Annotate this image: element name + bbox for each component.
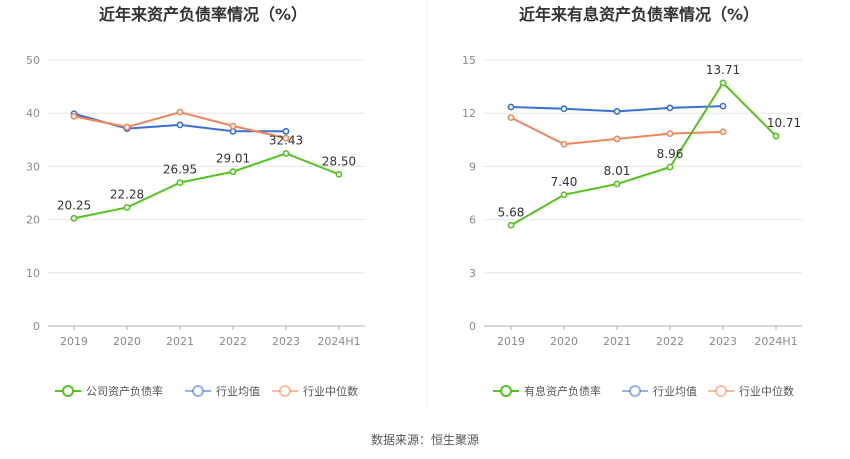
- series-point-2[interactable]: [560, 140, 568, 148]
- x-tick-label: 2023: [709, 335, 737, 348]
- y-tick-label: 3: [469, 267, 476, 280]
- legend-label[interactable]: 公司资产负债率: [86, 384, 163, 398]
- series-point-0[interactable]: [560, 191, 568, 199]
- legend-swatch-marker: [279, 385, 291, 397]
- chart-panel-interest-bearing-debt-ratio: 近年来有息资产负债率情况（%） 0 3 6 9 12 15 2019 2020 2021 2022 2…: [462, 5, 802, 398]
- x-tick-label: 2024H1: [754, 335, 797, 348]
- data-label: 8.01: [604, 164, 631, 178]
- y-tick-label: 50: [26, 54, 40, 67]
- x-tick-label: 2020: [113, 335, 141, 348]
- x-tick-label: 2021: [603, 335, 631, 348]
- series-point-2[interactable]: [666, 130, 674, 137]
- legend-label[interactable]: 行业均值: [653, 385, 697, 398]
- data-label: 5.68: [498, 205, 525, 219]
- data-label: 10.71: [767, 116, 801, 130]
- series-point-2[interactable]: [507, 114, 515, 122]
- series-point-0[interactable]: [176, 179, 184, 187]
- data-label: 28.50: [322, 154, 356, 168]
- legend-swatch-marker: [715, 385, 727, 397]
- series-point-0[interactable]: [772, 132, 780, 140]
- series-point-2[interactable]: [229, 122, 237, 130]
- y-tick-label: 0: [469, 320, 476, 333]
- series-point-1[interactable]: [229, 127, 237, 135]
- series-point-0[interactable]: [666, 163, 674, 171]
- data-label: 8.96: [657, 147, 684, 161]
- chart-title: 近年来有息资产负债率情况（%）: [519, 5, 759, 24]
- y-tick-label: 30: [26, 160, 40, 173]
- series-point-1[interactable]: [666, 104, 674, 112]
- series-point-0[interactable]: [70, 214, 78, 222]
- data-label: 29.01: [216, 152, 250, 166]
- x-tick-label: 2021: [166, 335, 194, 348]
- y-tick-label: 12: [462, 107, 476, 120]
- series-point-0[interactable]: [507, 221, 515, 229]
- legend-label[interactable]: 行业中位数: [739, 384, 794, 398]
- series-point-1[interactable]: [176, 121, 184, 129]
- series-line-0: [73, 152, 340, 220]
- data-label: 7.40: [551, 175, 578, 189]
- series-point-0[interactable]: [613, 180, 621, 188]
- series-point-2[interactable]: [70, 112, 78, 120]
- legend-swatch-marker: [629, 385, 641, 397]
- y-tick-label: 20: [26, 214, 40, 227]
- chart-panel-debt-ratio: 近年来资产负债率情况（%） 0 10 20 30 40 50 2019 2020 2021 2022…: [26, 5, 365, 398]
- x-tick-label: 2023: [272, 335, 300, 348]
- chart-title: 近年来资产负债率情况（%）: [99, 5, 307, 24]
- series-point-0[interactable]: [123, 204, 131, 211]
- series-point-2[interactable]: [719, 128, 727, 136]
- y-tick-label: 6: [469, 214, 476, 227]
- legend-label[interactable]: 有息资产负债率: [524, 384, 601, 398]
- series-point-1[interactable]: [560, 105, 568, 113]
- legend-swatch-marker: [192, 385, 204, 397]
- data-label: 13.71: [706, 63, 740, 77]
- series-point-0[interactable]: [229, 168, 237, 176]
- series-point-2[interactable]: [282, 134, 290, 142]
- y-tick-label: 0: [33, 320, 40, 333]
- data-label: 26.95: [163, 163, 197, 177]
- series-line-0: [510, 81, 777, 227]
- y-tick-label: 40: [26, 107, 40, 120]
- series-point-2[interactable]: [613, 135, 621, 143]
- x-tick-label: 2022: [219, 335, 247, 348]
- series-point-2[interactable]: [123, 123, 131, 131]
- data-source-text: 数据来源：恒生聚源: [371, 432, 479, 447]
- y-tick-label: 9: [469, 160, 476, 173]
- series-point-1[interactable]: [507, 103, 515, 111]
- x-tick-label: 2019: [497, 335, 525, 348]
- x-tick-label: 2024H1: [317, 335, 360, 348]
- series-point-0[interactable]: [335, 170, 343, 178]
- series-point-2[interactable]: [176, 108, 184, 116]
- legend-label[interactable]: 行业均值: [216, 385, 260, 398]
- series-point-1[interactable]: [613, 108, 621, 115]
- x-tick-label: 2019: [60, 335, 88, 348]
- series-point-1[interactable]: [719, 102, 727, 110]
- x-tick-label: 2020: [550, 335, 578, 348]
- series-point-0[interactable]: [719, 79, 727, 87]
- legend-label[interactable]: 行业中位数: [303, 384, 358, 398]
- data-label: 20.25: [57, 198, 91, 212]
- x-tick-label: 2022: [656, 335, 684, 348]
- legend-swatch-marker: [500, 385, 512, 397]
- series-point-0[interactable]: [282, 150, 290, 157]
- legend-swatch-marker: [62, 385, 74, 397]
- y-tick-label: 15: [462, 54, 476, 67]
- y-tick-label: 10: [26, 267, 40, 280]
- series-point-1[interactable]: [282, 127, 290, 135]
- data-label: 32.43: [269, 133, 303, 147]
- data-label: 22.28: [110, 187, 144, 201]
